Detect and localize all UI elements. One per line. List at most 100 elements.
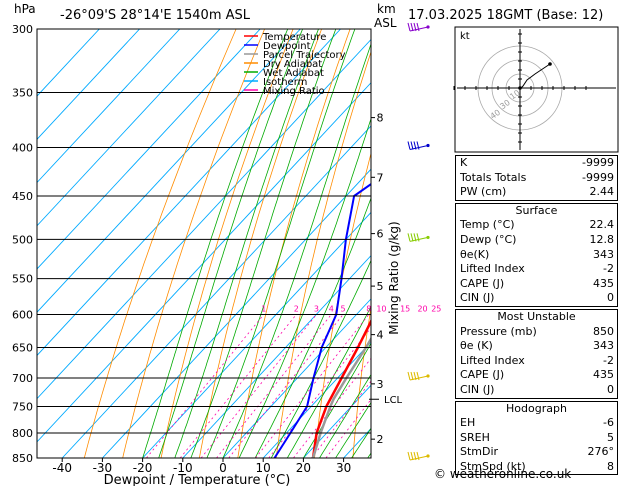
surface-title: Surface: [515, 203, 558, 217]
hpa-label: hPa: [14, 2, 36, 16]
x-tick-label: -20: [133, 461, 153, 475]
pressure-tick-label: 850: [12, 452, 33, 465]
wind-barb: [407, 233, 430, 242]
legend-label: Isotherm: [263, 77, 307, 88]
x-tick-label: 0: [219, 461, 227, 475]
mixing-ratio-line: [146, 314, 265, 458]
credit-link[interactable]: © weatheronline.co.uk: [434, 467, 572, 481]
dry-adiabat-line: [352, 305, 371, 458]
surface-row: Dewp (°C) 12.8: [460, 232, 614, 246]
mixing-ratio-label: 15: [400, 305, 410, 314]
hodograph-frame: [454, 26, 619, 153]
dry-adiabat-line: [160, 29, 294, 458]
wind-barb: [407, 141, 430, 150]
km-tick-label: 6: [377, 228, 384, 241]
mu-row: θe (K) 343: [460, 339, 614, 353]
mixing-ratio-line: [268, 327, 371, 458]
mu-row: CIN (J) 0: [460, 382, 614, 396]
isotherm-line: [182, 254, 371, 458]
surface-row: CIN (J) 0: [460, 291, 614, 305]
wet-adiabat-line: [174, 29, 319, 458]
most-unstable-box: Most Unstable Pressure (mb) 850 θe (K) 343…: [455, 308, 618, 399]
km-label: km: [377, 2, 396, 16]
index-row: PW (cm) 2.44: [460, 185, 614, 199]
wet-adiabat-line: [142, 29, 289, 458]
hodo-row: StmDir 276°: [460, 445, 614, 459]
isotherm-line: [37, 29, 301, 313]
mu-row: CAPE (J) 435: [460, 368, 614, 382]
x-tick-label: -30: [93, 461, 113, 475]
isotherm-line: [37, 82, 371, 443]
surface-row: Temp (°C) 22.4: [460, 218, 614, 232]
wet-adiabat-line: [222, 42, 371, 458]
mixing-ratio-label: 20: [417, 305, 427, 314]
wet-adiabat-line: [158, 29, 303, 458]
mixing-ratio-label: 1: [261, 305, 266, 314]
mixing-ratio-label: 5: [341, 305, 346, 314]
datetime-title: 17.03.2025 18GMT (Base: 12): [408, 8, 604, 23]
hodo-row: EH -6: [460, 416, 614, 430]
mixing-ratio-line: [179, 314, 297, 458]
wind-barb: [407, 451, 430, 461]
x-axis-title: Dewpoint / Temperature (°C): [104, 473, 291, 486]
surface-row: θe(K) 343: [460, 247, 614, 261]
legend-label: Wet Adiabat: [263, 68, 324, 79]
hodo-row: StmSpd (kt) 8: [460, 459, 614, 473]
dry-adiabat-line: [237, 29, 351, 458]
mixing-ratio-line: [200, 314, 317, 458]
temperature-line: [311, 318, 371, 458]
wet-adiabat-line: [319, 373, 371, 458]
surface-row: Lifted Index -2: [460, 262, 614, 276]
index-row: K -9999: [460, 156, 614, 169]
wet-adiabat-line: [286, 305, 371, 458]
pressure-tick-label: 750: [12, 400, 33, 413]
isotherm-line: [222, 298, 371, 458]
surface-row: CAPE (J) 435: [460, 276, 614, 290]
legend-label: Mixing Ratio: [263, 86, 325, 97]
pressure-tick-label: 400: [12, 142, 33, 155]
mixing-ratio-label: 4: [329, 305, 334, 314]
wet-adiabat-line: [270, 259, 371, 458]
lcl-label: LCL: [384, 395, 403, 406]
wind-barb: [407, 371, 430, 381]
mixing-ratio-line: [293, 357, 371, 458]
hodograph-table-box: Hodograph EH -6 SREH 5 StmDir 276° StmSpd (…: [455, 400, 618, 476]
hodograph-table-title: Hodograph: [506, 401, 567, 415]
pressure-tick-label: 350: [12, 86, 33, 99]
isotherm-line: [61, 125, 371, 458]
km-tick-label: 3: [377, 378, 384, 391]
x-tick-label: 10: [256, 461, 271, 475]
pressure-tick-label: 450: [12, 190, 33, 203]
isotherm-line: [37, 29, 181, 184]
pressure-tick-label: 300: [12, 23, 33, 36]
wet-adiabat-line: [303, 342, 371, 458]
x-tick-label: -40: [52, 461, 72, 475]
isotherm-line: [37, 29, 140, 140]
mixing-ratio-line: [311, 380, 371, 458]
mixing-ratio-label: 3: [314, 305, 319, 314]
hodograph-point: [548, 62, 552, 66]
mu-row: Pressure (mb) 850: [460, 324, 614, 338]
isotherm-line: [37, 38, 371, 400]
mu-row: Lifted Index -2: [460, 353, 614, 367]
indices-panel: K -9999 Totals Totals -9999 PW (cm) 2.44 Su…: [455, 155, 618, 477]
mixing-ratio-label: 25: [431, 305, 441, 314]
pressure-tick-label: 600: [12, 309, 33, 322]
legend-label: Temperature: [262, 32, 326, 43]
legend-label: Dry Adiabat: [263, 59, 322, 70]
wet-adiabat-line: [335, 401, 371, 458]
x-tick-label: -10: [173, 461, 193, 475]
isotherm-line: [102, 168, 371, 458]
most-unstable-title: Most Unstable: [497, 309, 576, 323]
basic-indices-box: K -9999 Totals Totals -9999 PW (cm) 2.44: [455, 155, 618, 201]
mixing-ratio-label: 10: [376, 305, 386, 314]
mixing-ratio-line: [228, 314, 344, 458]
hodograph-unit-label: kt: [460, 31, 470, 42]
legend-label: Dewpoint: [263, 41, 311, 52]
wet-adiabat-line: [254, 197, 371, 458]
mixing-ratio-line: [216, 314, 332, 458]
wind-barb: [407, 22, 430, 32]
asl-label: ASL: [374, 16, 397, 30]
